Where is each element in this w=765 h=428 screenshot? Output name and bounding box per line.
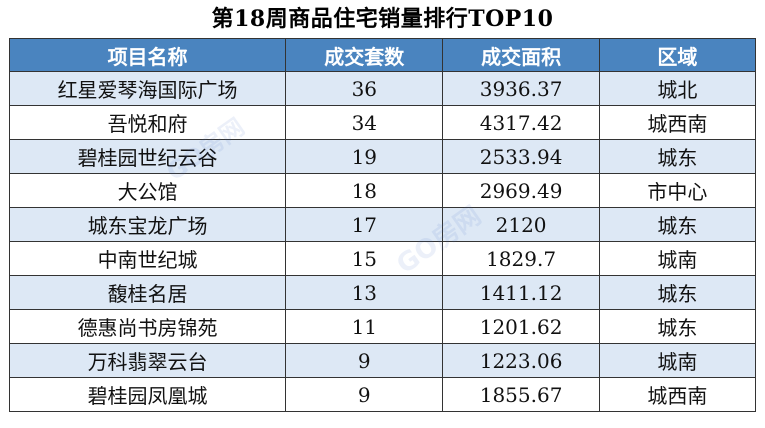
cell-region: 城东	[598, 139, 757, 174]
cell-floor-area: 1223.06	[442, 343, 600, 378]
cell-project-name: 城东宝龙广场	[8, 207, 287, 242]
cell-floor-area: 1201.62	[442, 309, 600, 344]
cell-project-name: 大公馆	[8, 173, 287, 208]
cell-region: 城西南	[598, 377, 757, 412]
cell-units-sold: 15	[285, 241, 444, 276]
table-row: 红星爱琴海国际广场 36 3936.37 城北	[8, 71, 757, 106]
cell-floor-area: 1855.67	[442, 377, 600, 412]
cell-region: 城东	[598, 275, 757, 310]
cell-project-name: 德惠尚书房锦苑	[8, 309, 287, 344]
table-row: 碧桂园凤凰城 9 1855.67 城西南	[8, 377, 757, 412]
cell-units-sold: 13	[285, 275, 444, 310]
cell-units-sold: 11	[285, 309, 444, 344]
cell-floor-area: 3936.37	[442, 71, 600, 106]
table-row: 大公馆 18 2969.49 市中心	[8, 173, 757, 208]
cell-units-sold: 9	[285, 377, 444, 412]
cell-floor-area: 2120	[442, 207, 600, 242]
cell-project-name: 碧桂园世纪云谷	[8, 139, 287, 174]
table-header-row: 项目名称 成交套数 成交面积 区域	[8, 38, 757, 72]
cell-project-name: 碧桂园凤凰城	[8, 377, 287, 412]
header-floor-area: 成交面积	[442, 38, 600, 72]
table-row: 碧桂园世纪云谷 19 2533.94 城东	[8, 139, 757, 174]
header-project-name: 项目名称	[8, 38, 287, 72]
cell-region: 城东	[598, 207, 757, 242]
table-row: 城东宝龙广场 17 2120 城东	[8, 207, 757, 242]
cell-floor-area: 1829.7	[442, 241, 600, 276]
cell-floor-area: 1411.12	[442, 275, 600, 310]
table-row: 吾悦和府 34 4317.42 城西南	[8, 105, 757, 140]
cell-units-sold: 36	[285, 71, 444, 106]
cell-region: 城西南	[598, 105, 757, 140]
cell-units-sold: 19	[285, 139, 444, 174]
table-row: 万科翡翠云台 9 1223.06 城南	[8, 343, 757, 378]
cell-floor-area: 2969.49	[442, 173, 600, 208]
table-row: 馥桂名居 13 1411.12 城东	[8, 275, 757, 310]
cell-units-sold: 17	[285, 207, 444, 242]
cell-floor-area: 4317.42	[442, 105, 600, 140]
cell-region: 城南	[598, 241, 757, 276]
cell-region: 城北	[598, 71, 757, 106]
cell-project-name: 吾悦和府	[8, 105, 287, 140]
page-title: 第18周商品住宅销量排行TOP10	[211, 6, 554, 32]
cell-region: 市中心	[598, 173, 757, 208]
header-units-sold: 成交套数	[285, 38, 444, 72]
cell-project-name: 红星爱琴海国际广场	[8, 71, 287, 106]
cell-units-sold: 9	[285, 343, 444, 378]
header-region: 区域	[598, 38, 757, 72]
table-row: 德惠尚书房锦苑 11 1201.62 城东	[8, 309, 757, 344]
sales-ranking-table: 项目名称 成交套数 成交面积 区域 红星爱琴海国际广场 36 3936.37 城…	[8, 38, 757, 412]
table-row: 中南世纪城 15 1829.7 城南	[8, 241, 757, 276]
cell-region: 城东	[598, 309, 757, 344]
cell-project-name: 中南世纪城	[8, 241, 287, 276]
cell-project-name: 万科翡翠云台	[8, 343, 287, 378]
cell-floor-area: 2533.94	[442, 139, 600, 174]
cell-units-sold: 18	[285, 173, 444, 208]
cell-project-name: 馥桂名居	[8, 275, 287, 310]
cell-region: 城南	[598, 343, 757, 378]
cell-units-sold: 34	[285, 105, 444, 140]
